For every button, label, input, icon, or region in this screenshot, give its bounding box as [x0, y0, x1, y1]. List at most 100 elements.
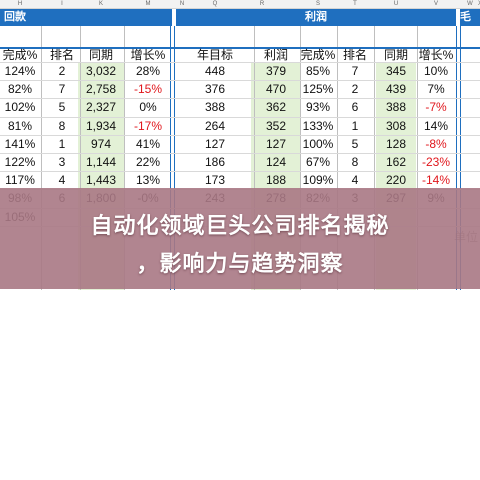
table-cell: 448 — [204, 64, 226, 78]
table-cell: 188 — [265, 173, 287, 188]
table-cell: 1,144 — [85, 155, 117, 169]
grid-vline — [41, 26, 42, 290]
column-header: 完成% — [2, 48, 38, 62]
table-cell: 124 — [265, 155, 287, 169]
grid-hline — [0, 134, 480, 136]
table-cell: 470 — [265, 82, 287, 97]
table-cell: 41% — [135, 136, 161, 151]
article-title-line-2: ，影响力与趋势洞察 — [136, 252, 344, 277]
table-cell: 3,032 — [85, 64, 117, 78]
table-cell: -14% — [421, 173, 450, 188]
grid-vline — [300, 26, 301, 290]
table-cell: 6 — [351, 100, 359, 115]
table-cell: 93% — [305, 100, 331, 115]
table-cell: 10% — [423, 64, 449, 78]
table-cell: 186 — [204, 155, 226, 169]
table-cell: 439 — [385, 82, 407, 97]
column-letter: W — [467, 1, 473, 7]
table-cell: 82% — [7, 82, 33, 97]
table-cell: 2,758 — [85, 82, 117, 97]
table-cell: 7 — [351, 64, 359, 78]
table-cell: -8% — [425, 136, 447, 151]
article-title-line-1: 自动化领域巨头公司排名揭秘 — [90, 214, 390, 239]
table-cell: 4 — [58, 173, 66, 188]
group-header-collections: 回款 — [0, 9, 172, 26]
table-cell: 2 — [58, 64, 66, 78]
table-cell: 125% — [302, 82, 334, 97]
column-header: 排名 — [342, 48, 367, 62]
grid-vline — [254, 26, 255, 290]
column-header: 利润 — [263, 48, 288, 62]
table-cell: 133% — [302, 118, 334, 133]
table-cell: 2 — [351, 82, 359, 97]
column-letter: U — [393, 1, 399, 7]
table-cell: 22% — [135, 155, 161, 169]
table-cell: -17% — [133, 118, 162, 133]
grid-vline — [337, 26, 338, 290]
table-cell: 220 — [385, 173, 407, 188]
title-overlay — [0, 188, 480, 289]
column-letter: T — [353, 1, 357, 7]
table-cell: 388 — [204, 100, 226, 115]
column-header: 同期 — [383, 48, 408, 62]
table-cell: 141% — [4, 136, 36, 151]
table-cell: 8 — [351, 155, 359, 169]
grid-vline — [174, 26, 175, 290]
table-cell: 127 — [204, 136, 226, 151]
table-cell: 2,327 — [85, 100, 117, 115]
table-cell: 67% — [305, 155, 331, 169]
column-letter: S — [315, 1, 320, 7]
table-cell: 376 — [204, 82, 226, 97]
table-cell: 14% — [423, 118, 449, 133]
column-letter: K — [98, 1, 103, 7]
grid-hline — [0, 80, 480, 82]
table-cell: 124% — [4, 64, 36, 78]
table-cell: -7% — [425, 100, 447, 115]
table-cell: 162 — [385, 155, 407, 169]
table-cell: 109% — [302, 173, 334, 188]
column-header: 年目标 — [196, 48, 233, 62]
table-cell: 1,443 — [85, 173, 117, 188]
table-cell: 85% — [305, 64, 331, 78]
grid-vline — [124, 26, 125, 290]
header-underline — [0, 47, 480, 49]
table-cell: 128 — [385, 136, 407, 151]
table-cell: 7% — [427, 82, 445, 97]
grid-hline — [0, 98, 480, 100]
group-header-gross: 毛 — [460, 9, 480, 26]
table-cell: 379 — [265, 64, 287, 78]
column-letter: I — [61, 1, 63, 7]
table-cell: 4 — [351, 173, 359, 188]
grid-vline — [460, 26, 461, 290]
table-cell: 5 — [351, 136, 359, 151]
column-letter: V — [433, 1, 438, 7]
group-header-profit: 利润 — [176, 9, 456, 26]
table-cell: 100% — [302, 136, 334, 151]
column-letter: N — [179, 1, 185, 7]
grid-hline — [0, 116, 480, 118]
table-cell: 1 — [351, 118, 359, 133]
column-letter: H — [17, 1, 23, 7]
table-cell: 81% — [7, 118, 33, 133]
grid-hline — [0, 153, 480, 154]
column-letter: R — [259, 1, 265, 7]
table-cell: 1,934 — [85, 118, 117, 133]
table-cell: -23% — [421, 155, 450, 169]
table-cell: -15% — [133, 82, 162, 97]
table-cell: 3 — [58, 155, 66, 169]
table-cell: 974 — [90, 136, 112, 151]
column-header: 排名 — [49, 48, 74, 62]
grid-hline — [0, 171, 480, 173]
table-cell: 0% — [139, 100, 157, 115]
column-letter: Q — [212, 1, 218, 7]
table-cell: 117% — [5, 173, 35, 188]
grid-vline — [417, 26, 418, 290]
table-cell: 362 — [265, 100, 287, 115]
column-letter: M — [145, 1, 151, 7]
table-cell: 352 — [265, 118, 287, 133]
table-cell: 173 — [204, 173, 226, 188]
table-cell: 7 — [58, 82, 66, 97]
table-cell: 8 — [58, 118, 66, 133]
table-cell: 122% — [4, 155, 36, 169]
